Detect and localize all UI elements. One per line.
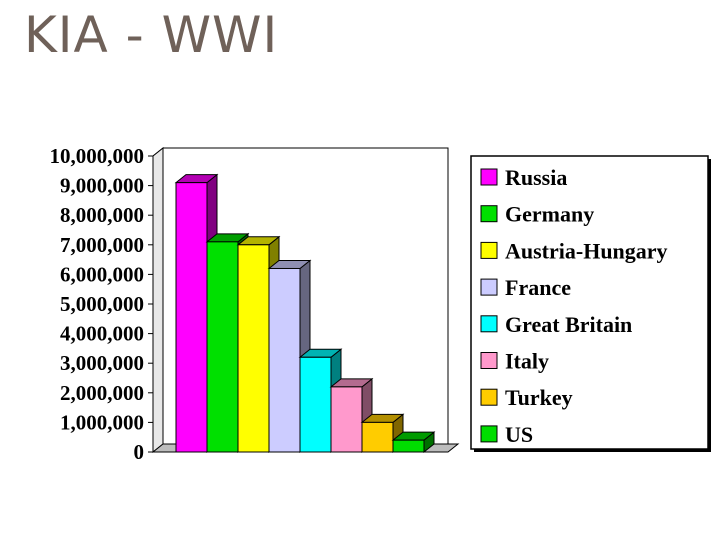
legend-swatch <box>480 315 498 333</box>
slide-title: KIA - WWI <box>24 6 279 64</box>
legend-label: Turkey <box>505 385 573 410</box>
bar-front <box>237 244 270 453</box>
y-tick-label: 5,000,000 <box>60 292 144 316</box>
bar-front <box>299 356 332 453</box>
y-tick-label: 0 <box>134 440 145 464</box>
legend-label: France <box>505 275 571 300</box>
y-axis-ticks: 10,000,000 9,000,000 8,000,000 7,000,000 6,0… <box>50 144 153 464</box>
bar-front <box>392 439 425 453</box>
bar-front <box>206 241 239 453</box>
legend-swatch <box>480 205 498 223</box>
bar-turkey <box>360 413 405 454</box>
y-tick-label: 2,000,000 <box>60 381 144 405</box>
legend-swatch <box>480 278 498 296</box>
legend-swatch <box>480 425 498 443</box>
bar-front <box>175 182 208 453</box>
bar-us <box>391 431 436 454</box>
y-tick-label: 7,000,000 <box>60 233 144 257</box>
bar-front <box>361 421 394 453</box>
legend-swatch <box>480 168 498 186</box>
legend-swatch <box>480 352 498 369</box>
legend-label: Germany <box>505 202 594 227</box>
side-wall <box>152 146 164 454</box>
y-tick-label: 3,000,000 <box>60 351 144 375</box>
legend-label: Italy <box>505 349 549 374</box>
bars <box>174 173 436 454</box>
bar-front <box>268 267 301 453</box>
legend-box <box>470 155 709 450</box>
legend-label: US <box>505 422 533 447</box>
legend-swatch <box>480 241 498 259</box>
legend-swatch <box>480 388 498 406</box>
y-tick-label: 1,000,000 <box>60 410 144 434</box>
legend-label: Great Britain <box>505 312 632 337</box>
y-tick-label: 6,000,000 <box>60 262 144 286</box>
legend-label: Russia <box>505 165 567 190</box>
legend: Russia Germany Austria-Hungary France Great … <box>470 155 711 452</box>
y-tick-label: 9,000,000 <box>60 174 144 198</box>
y-tick-label: 8,000,000 <box>60 203 144 227</box>
bar-front <box>330 386 363 453</box>
y-tick-label: 10,000,000 <box>50 144 145 168</box>
y-tick-label: 4,000,000 <box>60 322 144 346</box>
legend-label: Austria-Hungary <box>505 238 668 263</box>
